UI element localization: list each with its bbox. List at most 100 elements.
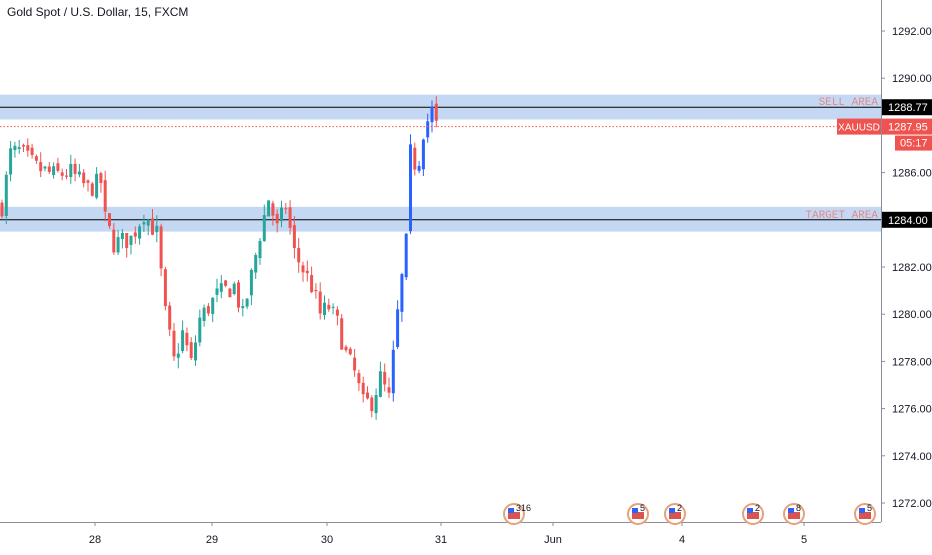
- candle-body: [409, 144, 412, 232]
- candle-body: [69, 163, 73, 178]
- candle-body: [224, 280, 228, 286]
- x-tick-label: 5: [801, 534, 807, 546]
- flag-stripes: [669, 512, 681, 519]
- candle-body: [348, 348, 352, 355]
- event-count: 8: [796, 503, 801, 513]
- candle-body: [344, 346, 348, 351]
- candle-body: [30, 147, 34, 155]
- candle-body: [215, 288, 219, 295]
- candle-body: [434, 103, 438, 121]
- candle-body: [340, 318, 344, 350]
- event-count: 2: [677, 503, 682, 513]
- candle-body: [383, 371, 387, 385]
- candle-body: [353, 357, 357, 371]
- candle-body: [133, 232, 137, 237]
- candle-body: [387, 387, 391, 393]
- zone-label: SELL AREA: [819, 97, 879, 109]
- candle-body: [318, 291, 322, 314]
- candle-body: [86, 180, 90, 183]
- candle-body: [275, 213, 279, 224]
- last-price-label: 1287.95: [888, 122, 928, 134]
- candle-body: [421, 139, 425, 170]
- candle-body: [142, 222, 146, 225]
- candle-body: [155, 225, 159, 233]
- y-tick-label: 1278.00: [892, 356, 932, 368]
- countdown-label: 05:17: [900, 138, 928, 150]
- y-tick-label: 1292.00: [892, 26, 932, 38]
- candle-body: [125, 233, 129, 248]
- candle-body: [17, 147, 21, 149]
- y-tick-label: 1280.00: [892, 309, 932, 321]
- candle-body: [267, 200, 271, 217]
- candle-body: [39, 162, 43, 172]
- candle-body: [292, 225, 296, 248]
- candle-body: [206, 306, 210, 314]
- y-tick-label: 1274.00: [892, 451, 932, 463]
- candle-body: [327, 304, 331, 310]
- candle-body: [73, 163, 77, 174]
- candle-body: [151, 218, 154, 235]
- candle-body: [249, 269, 253, 296]
- candle-body: [34, 156, 38, 161]
- flag-canton: [859, 508, 865, 513]
- candle-body: [47, 166, 51, 172]
- candle-body: [366, 392, 369, 399]
- candle-body: [189, 342, 193, 358]
- event-count: 5: [867, 503, 872, 513]
- candle-body: [202, 307, 206, 321]
- candle-body: [232, 283, 236, 294]
- flag-canton: [669, 508, 675, 513]
- candle-body: [26, 145, 30, 151]
- candle-body: [258, 240, 262, 259]
- candle-body: [361, 382, 365, 395]
- candle-body: [112, 229, 116, 253]
- flag-stripes: [859, 512, 871, 519]
- candle-body: [426, 121, 430, 138]
- candle-body: [65, 175, 68, 177]
- candle-body: [331, 306, 335, 308]
- candle-body: [22, 144, 25, 147]
- candle-body: [323, 302, 326, 316]
- candle-body: [245, 298, 249, 307]
- candle-body: [374, 395, 378, 414]
- candle-body: [52, 166, 56, 176]
- candle-body: [43, 166, 47, 169]
- flag-canton: [747, 508, 753, 513]
- candle-body: [211, 297, 215, 314]
- candle-body: [280, 207, 283, 222]
- candle-body: [60, 172, 64, 176]
- flag-canton: [508, 508, 514, 513]
- candle-body: [77, 171, 81, 175]
- price-axis[interactable]: [881, 0, 932, 550]
- chart-title: Gold Spot / U.S. Dollar, 15, FXCM: [7, 5, 189, 19]
- candle-body: [404, 233, 408, 278]
- candle-body: [103, 180, 107, 212]
- candle-body: [90, 183, 94, 196]
- x-tick-label: 30: [321, 534, 333, 546]
- candle-body: [335, 309, 339, 316]
- candle-body: [159, 226, 163, 269]
- candle-body: [237, 282, 240, 308]
- x-tick-label: Jun: [544, 534, 562, 546]
- candle-body: [82, 172, 86, 184]
- candle-body: [4, 174, 8, 217]
- candle-body: [262, 215, 266, 242]
- candle-body: [56, 163, 60, 171]
- flag-stripes: [632, 512, 644, 519]
- y-tick-label: 1276.00: [892, 404, 932, 416]
- x-tick-label: 31: [435, 534, 447, 546]
- candle-body: [430, 106, 434, 123]
- y-tick-label: 1286.00: [892, 168, 932, 180]
- candle-body: [13, 145, 17, 151]
- candle-body: [417, 166, 421, 171]
- zone-price-tag-label: 1284.00: [888, 215, 928, 227]
- candle-body: [396, 309, 400, 347]
- candle-body: [219, 283, 223, 292]
- zone-price-tag: [882, 211, 932, 228]
- candle-body: [228, 288, 232, 298]
- zone-label: TARGET AREA: [805, 210, 878, 222]
- symbol-tag-label: XAUUSD: [838, 123, 880, 134]
- candle-body: [146, 219, 150, 226]
